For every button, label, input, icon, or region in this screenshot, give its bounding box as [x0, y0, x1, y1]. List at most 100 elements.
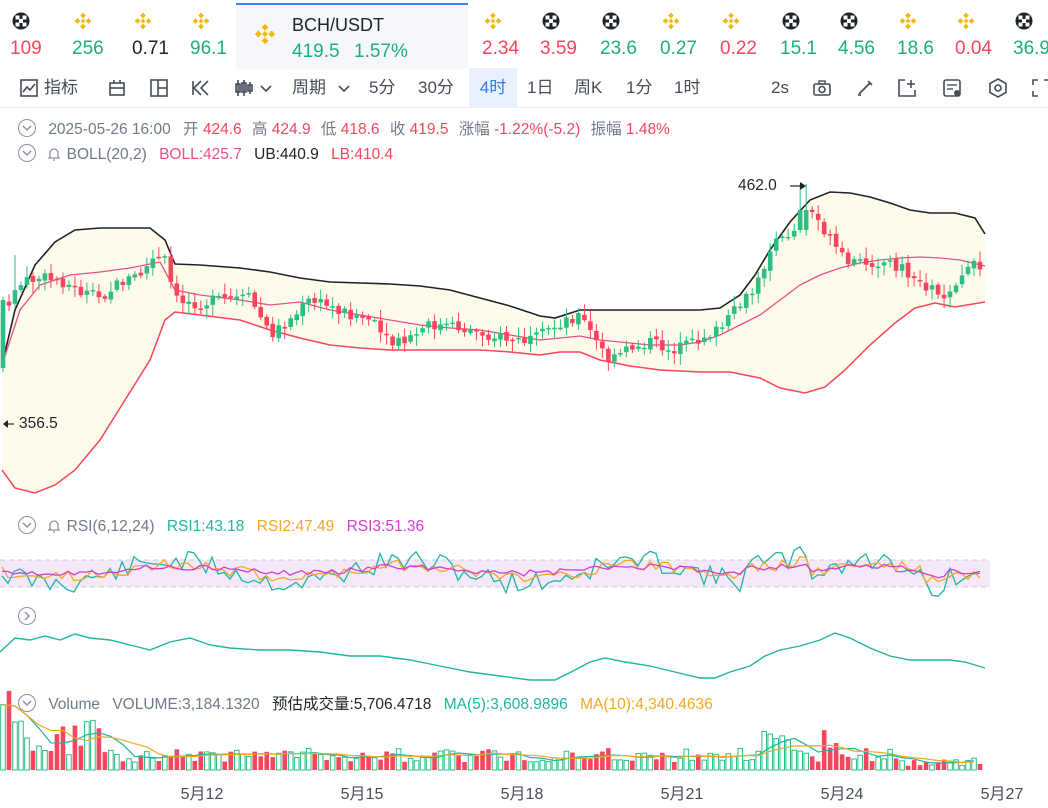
candle-body	[923, 282, 929, 291]
ticker-value: 2.34	[482, 38, 519, 59]
ticker-item[interactable]: 96.1	[190, 0, 234, 68]
collapse-toggle-icon[interactable]	[18, 694, 36, 712]
ticker-item[interactable]: 0.04	[955, 0, 1005, 68]
candle-body	[456, 321, 461, 331]
boll-mid-value: BOLL:425.7	[159, 146, 242, 163]
volume-bar	[305, 748, 312, 771]
volume-bar	[78, 745, 84, 770]
volume-bar	[449, 750, 456, 771]
ticker-item[interactable]: 18.6	[897, 0, 947, 68]
ticker-value: 109	[10, 38, 42, 59]
volume-bar	[209, 752, 216, 771]
ticker-item[interactable]: 0.22	[720, 0, 770, 68]
volume-bar	[594, 754, 599, 770]
chevron-down-icon[interactable]	[336, 80, 352, 96]
expand-toggle-icon[interactable]	[18, 607, 36, 625]
bell-icon[interactable]	[46, 146, 62, 162]
candle-body	[624, 346, 629, 353]
close-value: 419.5	[409, 121, 449, 138]
indicators-button[interactable]: 指标	[44, 78, 78, 97]
ticker-item[interactable]: 2.34	[482, 0, 532, 68]
candle-body	[390, 336, 395, 346]
volume-bar	[719, 759, 726, 771]
binance-icon	[662, 12, 680, 30]
pencil-icon[interactable]	[854, 77, 876, 99]
ticker-item-active[interactable]: BCH/USDT 419.5 1.57%	[236, 3, 468, 69]
interval-1h[interactable]: 1时	[674, 78, 701, 97]
candle-type-icon[interactable]	[233, 77, 255, 99]
ticker-item[interactable]: 256	[72, 0, 122, 68]
candle-body	[977, 261, 983, 270]
ticker-item[interactable]: 0.71	[132, 0, 182, 68]
replay-icon[interactable]	[190, 77, 212, 99]
interval-4h[interactable]: 4时	[469, 68, 517, 108]
candle-body	[731, 306, 737, 314]
volume-bar	[887, 748, 893, 771]
candle-body	[228, 296, 234, 298]
rsi2-value: RSI2:47.49	[256, 518, 335, 535]
volume-bar	[162, 755, 168, 771]
rsi-legend-row: RSI(6,12,24) RSI1:43.18 RSI2:47.49 RSI3:…	[18, 516, 424, 536]
candle-body	[48, 273, 54, 281]
ticker-item[interactable]: 36.9	[1013, 0, 1048, 68]
interval-1m[interactable]: 1分	[626, 78, 653, 97]
candle-body	[887, 260, 893, 262]
ticker-item[interactable]: 3.59	[540, 0, 590, 68]
candle-body	[612, 354, 617, 362]
fullscreen-icon[interactable]	[1030, 77, 1048, 99]
volume-bar	[233, 749, 240, 771]
theme-icon[interactable]	[941, 77, 963, 99]
candle-body	[965, 266, 971, 275]
volume-bar	[90, 719, 96, 771]
volume-bar	[36, 745, 42, 771]
interval-30m[interactable]: 30分	[418, 78, 454, 97]
volume-bar	[336, 757, 341, 770]
candle-body	[540, 328, 545, 332]
ticker-item[interactable]: 23.6	[600, 0, 650, 68]
refresh-rate[interactable]: 2s	[771, 78, 789, 97]
interval-1d[interactable]: 1日	[527, 78, 554, 97]
candle-body	[797, 210, 803, 230]
bell-icon[interactable]	[46, 518, 62, 534]
volume-bar	[299, 751, 306, 771]
volume-name: Volume	[48, 696, 101, 713]
camera-icon[interactable]	[811, 77, 833, 99]
interval-5m[interactable]: 5分	[369, 78, 396, 97]
ticker-item[interactable]: 15.1	[780, 0, 830, 68]
volume-bar	[42, 750, 48, 771]
candle-date: 2025-05-26 16:00	[48, 121, 171, 138]
volume-bar	[672, 761, 677, 770]
indicator-chart-icon[interactable]	[18, 77, 40, 99]
volume-bar	[575, 758, 582, 771]
collapse-toggle-icon[interactable]	[18, 516, 36, 534]
tools-icon[interactable]	[106, 77, 128, 99]
volume-bar	[474, 755, 479, 770]
ticker-item[interactable]: 109	[10, 0, 60, 68]
binance-icon	[957, 12, 975, 30]
chevron-down-icon[interactable]	[258, 80, 274, 96]
candle-body	[833, 233, 839, 247]
volume-bar	[24, 737, 30, 771]
open-label: 开	[183, 121, 199, 138]
interval-1w[interactable]: 周K	[574, 78, 603, 97]
settings-icon[interactable]	[987, 77, 1009, 99]
collapse-toggle-icon[interactable]	[18, 144, 36, 162]
candle-body	[570, 319, 575, 324]
volume-bar	[863, 748, 869, 770]
volume-bar	[606, 748, 611, 770]
volume-bar	[491, 750, 498, 771]
volume-bar	[527, 761, 534, 771]
volume-ma10: MA(10):4,340.4636	[580, 696, 713, 713]
candle-body	[851, 259, 857, 265]
ticker-item[interactable]: 0.27	[660, 0, 710, 68]
volume-bar	[965, 759, 971, 771]
ticker-item[interactable]: 4.56	[838, 0, 888, 68]
candle-body	[354, 315, 359, 318]
layout-icon[interactable]	[148, 77, 170, 99]
collapse-toggle-icon[interactable]	[18, 119, 36, 137]
period-dropdown[interactable]: 周期	[292, 78, 326, 97]
volume-bar	[425, 757, 432, 771]
add-window-icon[interactable]	[896, 77, 918, 99]
volume-bar	[893, 758, 899, 770]
